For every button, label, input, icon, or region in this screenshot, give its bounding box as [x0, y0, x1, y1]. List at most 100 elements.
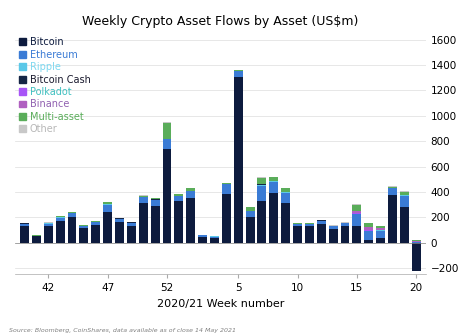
Bar	[281, 193, 290, 203]
Bar	[139, 196, 148, 197]
Bar	[80, 226, 88, 228]
Bar	[67, 217, 76, 243]
Bar	[353, 204, 361, 205]
Bar	[328, 225, 337, 226]
Bar	[376, 230, 385, 237]
Text: Source: Bloomberg, CoinShares, data available as of close 14 May 2021: Source: Bloomberg, CoinShares, data avai…	[9, 328, 237, 333]
Bar	[198, 235, 207, 237]
Bar	[80, 228, 88, 243]
Bar	[103, 212, 112, 243]
Bar	[341, 222, 349, 223]
Bar	[91, 225, 100, 243]
Title: Weekly Crypto Asset Flows by Asset (US$m): Weekly Crypto Asset Flows by Asset (US$m…	[82, 15, 358, 28]
X-axis label: 2020/21 Week number: 2020/21 Week number	[157, 299, 284, 309]
Bar	[103, 204, 112, 205]
Bar	[186, 191, 195, 198]
Bar	[91, 221, 100, 222]
Bar	[246, 217, 255, 243]
Bar	[257, 178, 266, 184]
Bar	[353, 226, 361, 243]
Bar	[376, 228, 385, 230]
Bar	[44, 222, 53, 223]
Bar	[281, 188, 290, 192]
Bar	[151, 206, 160, 243]
Bar	[365, 239, 373, 243]
Bar	[388, 187, 397, 188]
Bar	[317, 224, 326, 243]
Bar	[115, 219, 124, 222]
Bar	[365, 223, 373, 227]
Bar	[328, 229, 337, 243]
Bar	[281, 192, 290, 193]
Bar	[210, 236, 219, 237]
Bar	[222, 183, 231, 184]
Bar	[365, 227, 373, 230]
Bar	[44, 226, 53, 243]
Bar	[139, 197, 148, 203]
Bar	[257, 186, 266, 201]
Bar	[115, 222, 124, 243]
Bar	[210, 237, 219, 243]
Bar	[186, 198, 195, 243]
Bar	[234, 70, 243, 71]
Bar	[55, 221, 64, 243]
Bar	[305, 224, 314, 226]
Bar	[376, 226, 385, 228]
Bar	[103, 205, 112, 212]
Bar	[103, 202, 112, 204]
Legend: Bitcoin, Ethereum, Ripple, Bitcoin Cash, Polkadot, Binance, Multi-asset, Other: Bitcoin, Ethereum, Ripple, Bitcoin Cash,…	[15, 33, 94, 138]
Bar	[44, 223, 53, 224]
Bar	[257, 185, 266, 186]
Bar	[151, 200, 160, 206]
Bar	[317, 221, 326, 224]
Bar	[67, 213, 76, 217]
Bar	[269, 177, 278, 181]
Bar	[91, 222, 100, 225]
Bar	[246, 207, 255, 211]
Bar	[20, 224, 29, 226]
Bar	[269, 181, 278, 182]
Bar	[388, 195, 397, 243]
Bar	[376, 225, 385, 226]
Bar	[400, 195, 409, 196]
Bar	[388, 188, 397, 195]
Bar	[341, 226, 349, 243]
Bar	[376, 237, 385, 243]
Bar	[127, 223, 136, 225]
Bar	[365, 230, 373, 231]
Bar	[400, 191, 409, 192]
Bar	[246, 211, 255, 217]
Bar	[44, 224, 53, 226]
Bar	[174, 194, 183, 196]
Bar	[174, 196, 183, 201]
Bar	[163, 122, 172, 123]
Bar	[293, 224, 302, 226]
Bar	[163, 139, 172, 149]
Bar	[281, 203, 290, 243]
Bar	[269, 193, 278, 243]
Bar	[400, 192, 409, 195]
Bar	[174, 201, 183, 243]
Bar	[353, 205, 361, 211]
Bar	[20, 226, 29, 243]
Bar	[139, 203, 148, 243]
Bar	[412, 242, 421, 243]
Bar	[353, 213, 361, 214]
Bar	[163, 149, 172, 243]
Bar	[151, 198, 160, 199]
Bar	[293, 226, 302, 243]
Bar	[269, 182, 278, 193]
Bar	[328, 226, 337, 229]
Bar	[127, 225, 136, 243]
Bar	[55, 216, 64, 217]
Bar	[222, 194, 231, 243]
Bar	[400, 196, 409, 207]
Bar	[412, 243, 421, 271]
Bar	[353, 214, 361, 226]
Bar	[305, 226, 314, 243]
Bar	[32, 236, 41, 243]
Bar	[163, 123, 172, 139]
Bar	[67, 212, 76, 213]
Bar	[412, 240, 421, 242]
Bar	[234, 71, 243, 77]
